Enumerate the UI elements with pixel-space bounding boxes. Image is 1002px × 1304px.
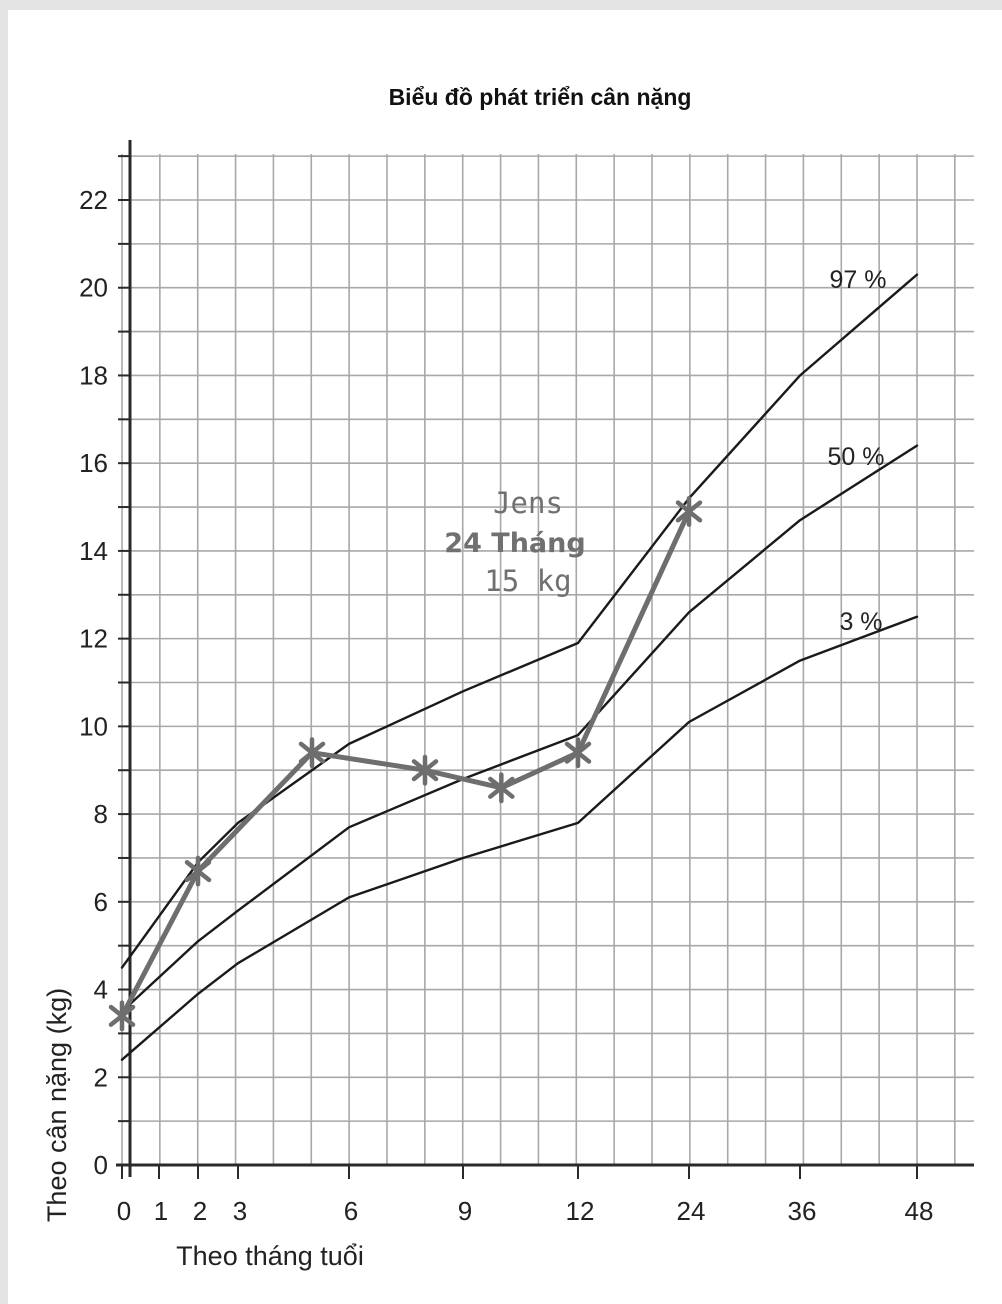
percentile-label: 50 % [828,443,885,471]
y-tick-label: 18 [79,360,108,390]
y-axis-label: Theo cân nặng (kg) [42,988,72,1222]
x-tick-label: 12 [566,1196,595,1226]
jens-markers [108,495,703,1032]
jens-point [108,1000,136,1032]
annotation-age: 24 Tháng [444,528,585,559]
axes [116,140,974,1179]
x-tick-label: 3 [233,1196,247,1226]
y-tick-label: 12 [79,624,108,654]
y-tick-label: 0 [94,1150,108,1180]
x-tick-label: 48 [905,1196,934,1226]
jens-point [184,855,212,887]
chart-title: Biểu đồ phát triển cân nặng [389,84,692,110]
percentile-labels: 97 % 50 % 3 % [828,266,887,636]
x-tick-labels: 0 1 2 3 6 9 12 24 36 48 [117,1196,934,1226]
x-tick-label: 24 [677,1196,706,1226]
y-tick-label: 22 [79,185,108,215]
y-tick-label: 20 [79,273,108,303]
y-tick-labels: 0 2 4 6 8 10 12 14 16 18 20 22 [79,185,108,1180]
percentile-line [120,615,919,1061]
percentile-label: 97 % [830,266,887,294]
x-tick-label: 9 [458,1196,472,1226]
jens-point [675,495,703,527]
annotation-weight: 15 kg [484,564,571,598]
y-tick-label: 14 [79,536,108,566]
series-lines [119,273,919,1061]
annotation-name: Jens [493,486,563,520]
grid [121,154,974,1165]
jens-point [564,737,592,769]
x-tick-label: 2 [193,1196,207,1226]
x-tick-label: 0 [117,1196,131,1226]
jens-point [488,772,515,804]
y-tick-label: 8 [94,799,108,829]
x-tick-label: 36 [788,1196,817,1226]
y-tick-label: 10 [79,711,108,741]
percentile-line [120,273,919,969]
x-tick-label: 1 [154,1196,168,1226]
jens-point [411,754,439,786]
jens-point [298,737,326,769]
weight-growth-chart: Biểu đồ phát triển cân nặng 024681012141… [42,84,974,1271]
y-tick-label: 16 [79,448,108,478]
jens-weight-line [119,508,692,1019]
percentile-label: 3 % [839,608,882,636]
y-tick-label: 6 [94,887,108,917]
chart-card: Biểu đồ phát triển cân nặng 0 2 4 6 8 10 12 14 1… [8,10,1002,1304]
y-tick-label: 4 [94,975,108,1005]
y-tick-label: 2 [94,1062,108,1092]
x-axis-label: Theo tháng tuổi [176,1241,364,1271]
x-tick-label: 6 [344,1196,358,1226]
